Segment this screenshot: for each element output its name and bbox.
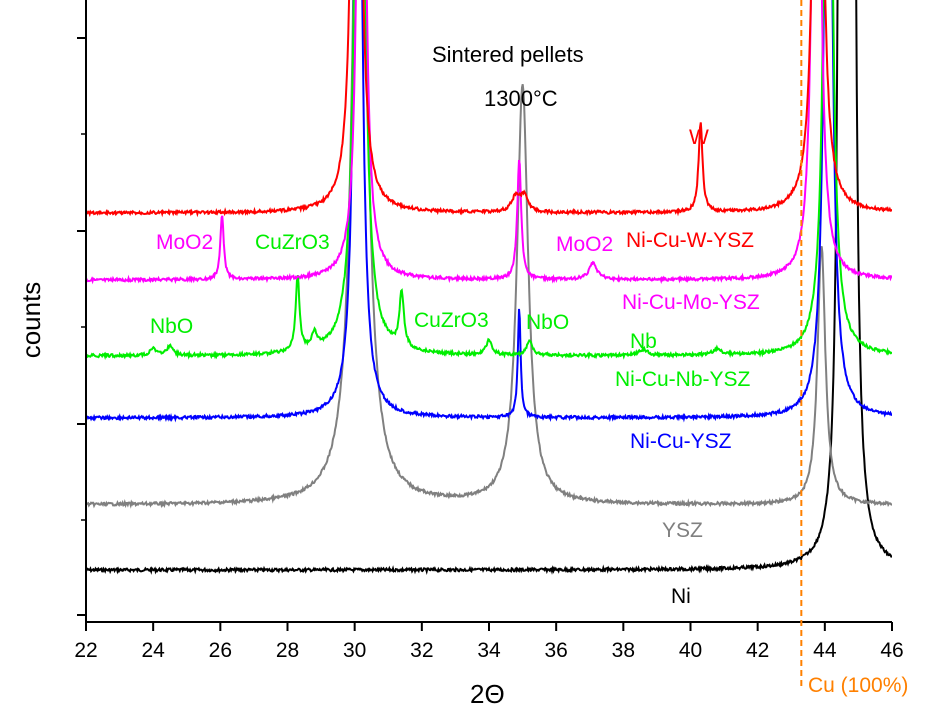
plot-area [86,0,892,575]
series-line-ni-cu-nb-ysz [86,0,892,361]
annotation-moo2-left: MoO2 [156,231,213,254]
series-label-ni-cu-mo-ysz: Ni-Cu-Mo-YSZ [622,291,760,314]
x-tick-label: 42 [746,639,769,662]
x-tick-label: 44 [813,639,837,662]
annotation-w: W [689,126,709,149]
series-label-ysz: YSZ [662,519,703,542]
series-label-ni: Ni [671,585,691,608]
x-tick-label: 30 [343,639,366,662]
y-ticks [77,37,86,616]
series-line-ni [86,0,892,575]
annotation-moo2-right: MoO2 [556,233,613,256]
x-tick-label: 24 [141,639,165,662]
x-tick-label: 32 [410,639,433,662]
x-tick-label: 46 [880,639,903,662]
x-tick-label: 22 [74,639,97,662]
chart-subtitle: 1300°C [484,86,558,111]
annotation-cuzro3-left: CuZrO3 [255,231,330,254]
annotation-nbo-right: NbO [526,311,569,334]
chart-title: Sintered pellets [432,42,584,67]
annotation-cuzro3-right: CuZrO3 [414,309,489,332]
x-tick-label: 40 [679,639,702,662]
x-tick-label: 26 [209,639,232,662]
annotation-nbo-left: NbO [150,315,193,338]
series-line-ni-cu-mo-ysz [86,0,892,285]
cu-reference-label: Cu (100%) [808,674,908,697]
series-label-ni-cu-nb-ysz: Ni-Cu-Nb-YSZ [615,368,751,391]
series-line-ysz [86,0,892,509]
series-line-ni-cu-w-ysz [86,0,892,218]
x-tick-label: 36 [544,639,567,662]
x-tick-label: 34 [477,639,501,662]
series-line-ni-cu-ysz [86,0,892,423]
series-label-ni-cu-ysz: Ni-Cu-YSZ [630,430,732,453]
x-axis-title: 2Θ [470,679,505,709]
x-tick-label: 38 [612,639,635,662]
x-ticks: 22 24 26 28 30 32 34 36 38 40 42 44 46 [74,622,904,662]
x-tick-label: 28 [276,639,299,662]
y-axis-title: counts [16,282,46,359]
annotation-nb: Nb [630,330,657,353]
series-label-ni-cu-w-ysz: Ni-Cu-W-YSZ [626,229,754,252]
